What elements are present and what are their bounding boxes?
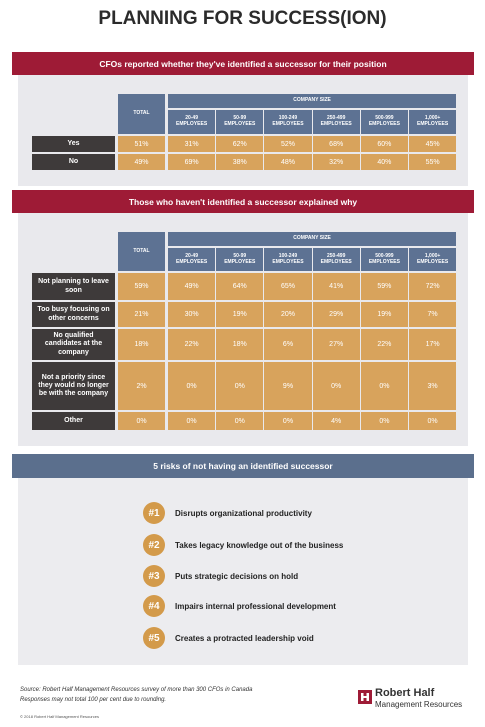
table-cell: 0%	[360, 412, 408, 430]
table-cell: 9%	[264, 362, 312, 410]
table-cell: 3%	[409, 362, 457, 410]
table-cell: 48%	[264, 154, 312, 170]
row-label: Yes	[32, 136, 115, 152]
column-header: 500-999 EMPLOYEES	[360, 110, 408, 134]
table-cell: 31%	[168, 136, 216, 152]
row-label: No qualified candidates at the company	[32, 329, 115, 360]
table-cell: 19%	[216, 302, 264, 327]
column-header: 100-249 EMPLOYEES	[264, 110, 312, 134]
table-cell: 18%	[216, 329, 264, 360]
risk-number: #3	[143, 565, 165, 587]
table-cell: 18%	[118, 329, 165, 360]
row-label: No	[32, 154, 115, 170]
risk-text: Disrupts organizational productivity	[175, 508, 312, 518]
table-cell: 65%	[264, 273, 312, 300]
row-label: Not planning to leave soon	[32, 273, 115, 300]
column-header: 20-49 EMPLOYEES	[168, 248, 216, 271]
risk-text: Creates a protracted leadership void	[175, 633, 314, 643]
table-cell: 22%	[360, 329, 408, 360]
table-cell: 4%	[312, 412, 360, 430]
banner: Those who haven't identified a successor…	[12, 190, 474, 213]
table-cell: 60%	[360, 136, 408, 152]
table-cell: 0%	[168, 412, 216, 430]
column-header: 250-499 EMPLOYEES	[312, 248, 360, 271]
table-cell: 2%	[118, 362, 165, 410]
column-header: 1,000+ EMPLOYEES	[409, 110, 457, 134]
table-cell: 30%	[168, 302, 216, 327]
risk-number: #1	[143, 502, 165, 524]
group-header: COMPANY SIZE	[168, 232, 457, 246]
group-header: COMPANY SIZE	[168, 94, 457, 108]
table-cell: 29%	[312, 302, 360, 327]
table-cell: 21%	[118, 302, 165, 327]
table-cell: 0%	[409, 412, 457, 430]
title: PLANNING FOR SUCCESS(ION)	[98, 8, 387, 29]
risk-text: Impairs internal professional developmen…	[175, 601, 336, 611]
banner: 5 risks of not having an identified succ…	[12, 454, 474, 478]
column-header: 1,000+ EMPLOYEES	[409, 248, 457, 271]
table-cell: 59%	[360, 273, 408, 300]
brand: Robert Half	[375, 687, 435, 699]
table-cell: 49%	[118, 154, 165, 170]
column-header: 500-999 EMPLOYEES	[360, 248, 408, 271]
risk-number: #2	[143, 534, 165, 556]
panel	[18, 477, 468, 665]
table-cell: 0%	[118, 412, 165, 430]
table-cell: 72%	[409, 273, 457, 300]
table-cell: 41%	[312, 273, 360, 300]
table-cell: 7%	[409, 302, 457, 327]
risk-text: Takes legacy knowledge out of the busine…	[175, 540, 344, 550]
banner: CFOs reported whether they've identified…	[12, 52, 474, 75]
table-cell: 22%	[168, 329, 216, 360]
total-header: TOTAL	[118, 94, 165, 134]
row-label: Too busy focusing on other concerns	[32, 302, 115, 327]
risk-number: #4	[143, 595, 165, 617]
logo-icon	[358, 690, 372, 704]
table-cell: 40%	[360, 154, 408, 170]
source: Source: Robert Half Management Resources…	[20, 687, 253, 693]
table-cell: 38%	[216, 154, 264, 170]
column-header: 100-249 EMPLOYEES	[264, 248, 312, 271]
row-label: Other	[32, 412, 115, 430]
row-label: Not a priority since they would no longe…	[32, 362, 115, 410]
table-cell: 55%	[409, 154, 457, 170]
brand-sub: Management Resources	[375, 700, 463, 709]
table-cell: 0%	[216, 412, 264, 430]
note: Responses may not total 100 per cent due…	[20, 697, 167, 703]
column-header: 50-99 EMPLOYEES	[216, 248, 264, 271]
column-header: 50-99 EMPLOYEES	[216, 110, 264, 134]
table-cell: 59%	[118, 273, 165, 300]
column-header: 20-49 EMPLOYEES	[168, 110, 216, 134]
table-cell: 69%	[168, 154, 216, 170]
table-cell: 27%	[312, 329, 360, 360]
table-cell: 0%	[168, 362, 216, 410]
table-cell: 0%	[216, 362, 264, 410]
table-cell: 52%	[264, 136, 312, 152]
table-cell: 20%	[264, 302, 312, 327]
copyright: © 2018 Robert Half Management Resources	[20, 714, 99, 719]
column-header: 250-499 EMPLOYEES	[312, 110, 360, 134]
table-cell: 0%	[360, 362, 408, 410]
table-cell: 51%	[118, 136, 165, 152]
table-cell: 62%	[216, 136, 264, 152]
total-header: TOTAL	[118, 232, 165, 271]
table-cell: 0%	[264, 412, 312, 430]
table-cell: 64%	[216, 273, 264, 300]
risk-number: #5	[143, 627, 165, 649]
table-cell: 0%	[312, 362, 360, 410]
table-cell: 19%	[360, 302, 408, 327]
table-cell: 68%	[312, 136, 360, 152]
table-cell: 6%	[264, 329, 312, 360]
risk-text: Puts strategic decisions on hold	[175, 571, 299, 581]
table-cell: 45%	[409, 136, 457, 152]
table-cell: 32%	[312, 154, 360, 170]
table-cell: 49%	[168, 273, 216, 300]
table-cell: 17%	[409, 329, 457, 360]
